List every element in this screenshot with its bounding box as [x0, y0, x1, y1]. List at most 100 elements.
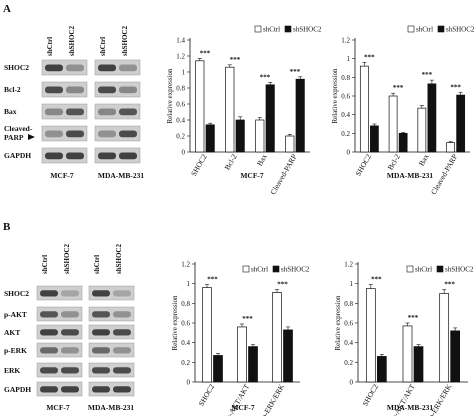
y-tick-label: 1.2	[181, 261, 190, 269]
bar-charts: 0 0.2 0.4 0.6 0.8 1 1.2 1.4 Relative expression *…	[166, 26, 474, 416]
blot-band	[119, 108, 137, 116]
blot-band	[92, 290, 110, 297]
significance-label: ***	[422, 71, 433, 79]
significance-label: ***	[200, 49, 211, 57]
category-label: Bax	[417, 152, 431, 167]
bar-chart-4: 0 0.2 0.4 0.6 0.8 1 1.2 Relative expression *** S…	[334, 261, 474, 416]
legend-swatch	[407, 25, 415, 33]
lane-label: shSHOC2	[121, 26, 129, 56]
y-tick-label: 0.2	[181, 359, 190, 367]
bar-shctrl	[402, 325, 413, 383]
blot-band	[40, 347, 58, 354]
category-label: SHOC2	[197, 382, 217, 407]
blot-band	[45, 152, 63, 160]
bar-shctrl	[417, 107, 427, 153]
y-tick-label: 1	[350, 280, 354, 288]
blot-band	[66, 152, 84, 160]
blot-band	[98, 130, 116, 138]
significance-label: ***	[277, 281, 288, 289]
blot-band	[92, 347, 110, 354]
lane-label: shCtrl	[46, 37, 54, 56]
blot-band	[92, 311, 110, 318]
lane-label: shCtrl	[41, 255, 49, 274]
y-axis-label: Relative expression	[331, 68, 339, 124]
legend-label: shSHOC2	[445, 266, 474, 274]
blot-band	[61, 311, 79, 318]
lane-label: shCtrl	[93, 255, 101, 274]
significance-label: ***	[230, 56, 241, 64]
blot-band	[66, 130, 84, 138]
bar-shctrl	[237, 326, 247, 383]
blot-band	[92, 367, 110, 374]
y-tick-label: 1.2	[344, 261, 353, 269]
lane-label: shSHOC2	[63, 244, 71, 274]
blot-row-label: p-ERK	[4, 346, 27, 355]
bar-shctrl	[195, 60, 205, 153]
chart-title: MDA-MB-231	[387, 171, 433, 180]
y-tick-label: 0.6	[181, 320, 190, 328]
bar-shshoc2	[235, 119, 245, 153]
bar-shshoc2	[398, 132, 408, 153]
y-tick-label: 0.2	[176, 133, 185, 141]
blot-band	[40, 386, 58, 393]
blot-band	[113, 347, 131, 354]
blot-band	[61, 386, 79, 393]
blot-band	[113, 367, 131, 374]
blot-band	[45, 108, 63, 116]
panel-letter-b: B	[3, 221, 11, 233]
legend-label: shSHOC2	[293, 26, 322, 34]
y-tick-label: 0.6	[176, 101, 185, 109]
blot-band	[119, 130, 137, 138]
category-label: SHOC2	[360, 382, 380, 407]
blot-row-label: PARP	[4, 133, 24, 142]
blot-band	[119, 64, 137, 72]
blot-band	[98, 152, 116, 160]
blot-band	[92, 386, 110, 393]
lane-label: shCtrl	[99, 37, 107, 56]
category-label: p-ERK/ERK	[259, 382, 286, 416]
category-label: SHOC2	[353, 152, 373, 177]
significance-label: ***	[393, 84, 404, 92]
y-tick-label: 0	[182, 149, 186, 157]
legend-label: shCtrl	[415, 266, 432, 274]
blot-band	[40, 367, 58, 374]
y-tick-label: 0.2	[341, 130, 350, 138]
y-tick-label: 0.4	[181, 339, 190, 347]
bar-shctrl	[446, 142, 455, 153]
blot-band	[113, 329, 131, 336]
blot-row-label: Bcl-2	[4, 85, 21, 94]
bar-shshoc2	[376, 356, 387, 383]
bar-shshoc2	[450, 330, 461, 383]
bar-shshoc2	[370, 125, 379, 153]
bar-chart-2: 0 0.2 0.4 0.6 0.8 1 1.2 Relative expression *** S…	[331, 26, 474, 197]
blot-band	[98, 86, 116, 94]
significance-label: ***	[408, 314, 419, 322]
blot-band	[61, 329, 79, 336]
blot-row-label: GAPDH	[4, 385, 31, 394]
bar-shshoc2	[205, 124, 215, 153]
significance-label: ***	[371, 276, 382, 284]
blot-band	[113, 311, 131, 318]
y-axis-label: Relative expression	[171, 295, 179, 351]
bar-shshoc2	[295, 78, 305, 153]
bar-shctrl	[225, 66, 235, 153]
bar-shshoc2	[283, 329, 293, 383]
bar-shctrl	[439, 293, 450, 383]
bar-shshoc2	[213, 355, 223, 383]
blot-band	[98, 64, 116, 72]
category-label: Bcl-2	[386, 152, 402, 171]
blot-band	[66, 64, 84, 72]
legend-swatch	[272, 265, 280, 273]
blot-band	[119, 152, 137, 160]
blot-row-label: ERK	[4, 366, 20, 375]
y-tick-label: 0.4	[341, 111, 350, 119]
y-tick-label: 0.8	[176, 85, 185, 93]
y-tick-label: 0.8	[181, 300, 190, 308]
legend-label: shSHOC2	[446, 26, 474, 34]
cell-line-label: MCF-7	[50, 171, 74, 180]
y-tick-label: 1.2	[176, 53, 185, 61]
blot-band	[61, 290, 79, 297]
blot-row-label: SHOC2	[4, 63, 29, 72]
arrow-icon	[28, 134, 35, 140]
